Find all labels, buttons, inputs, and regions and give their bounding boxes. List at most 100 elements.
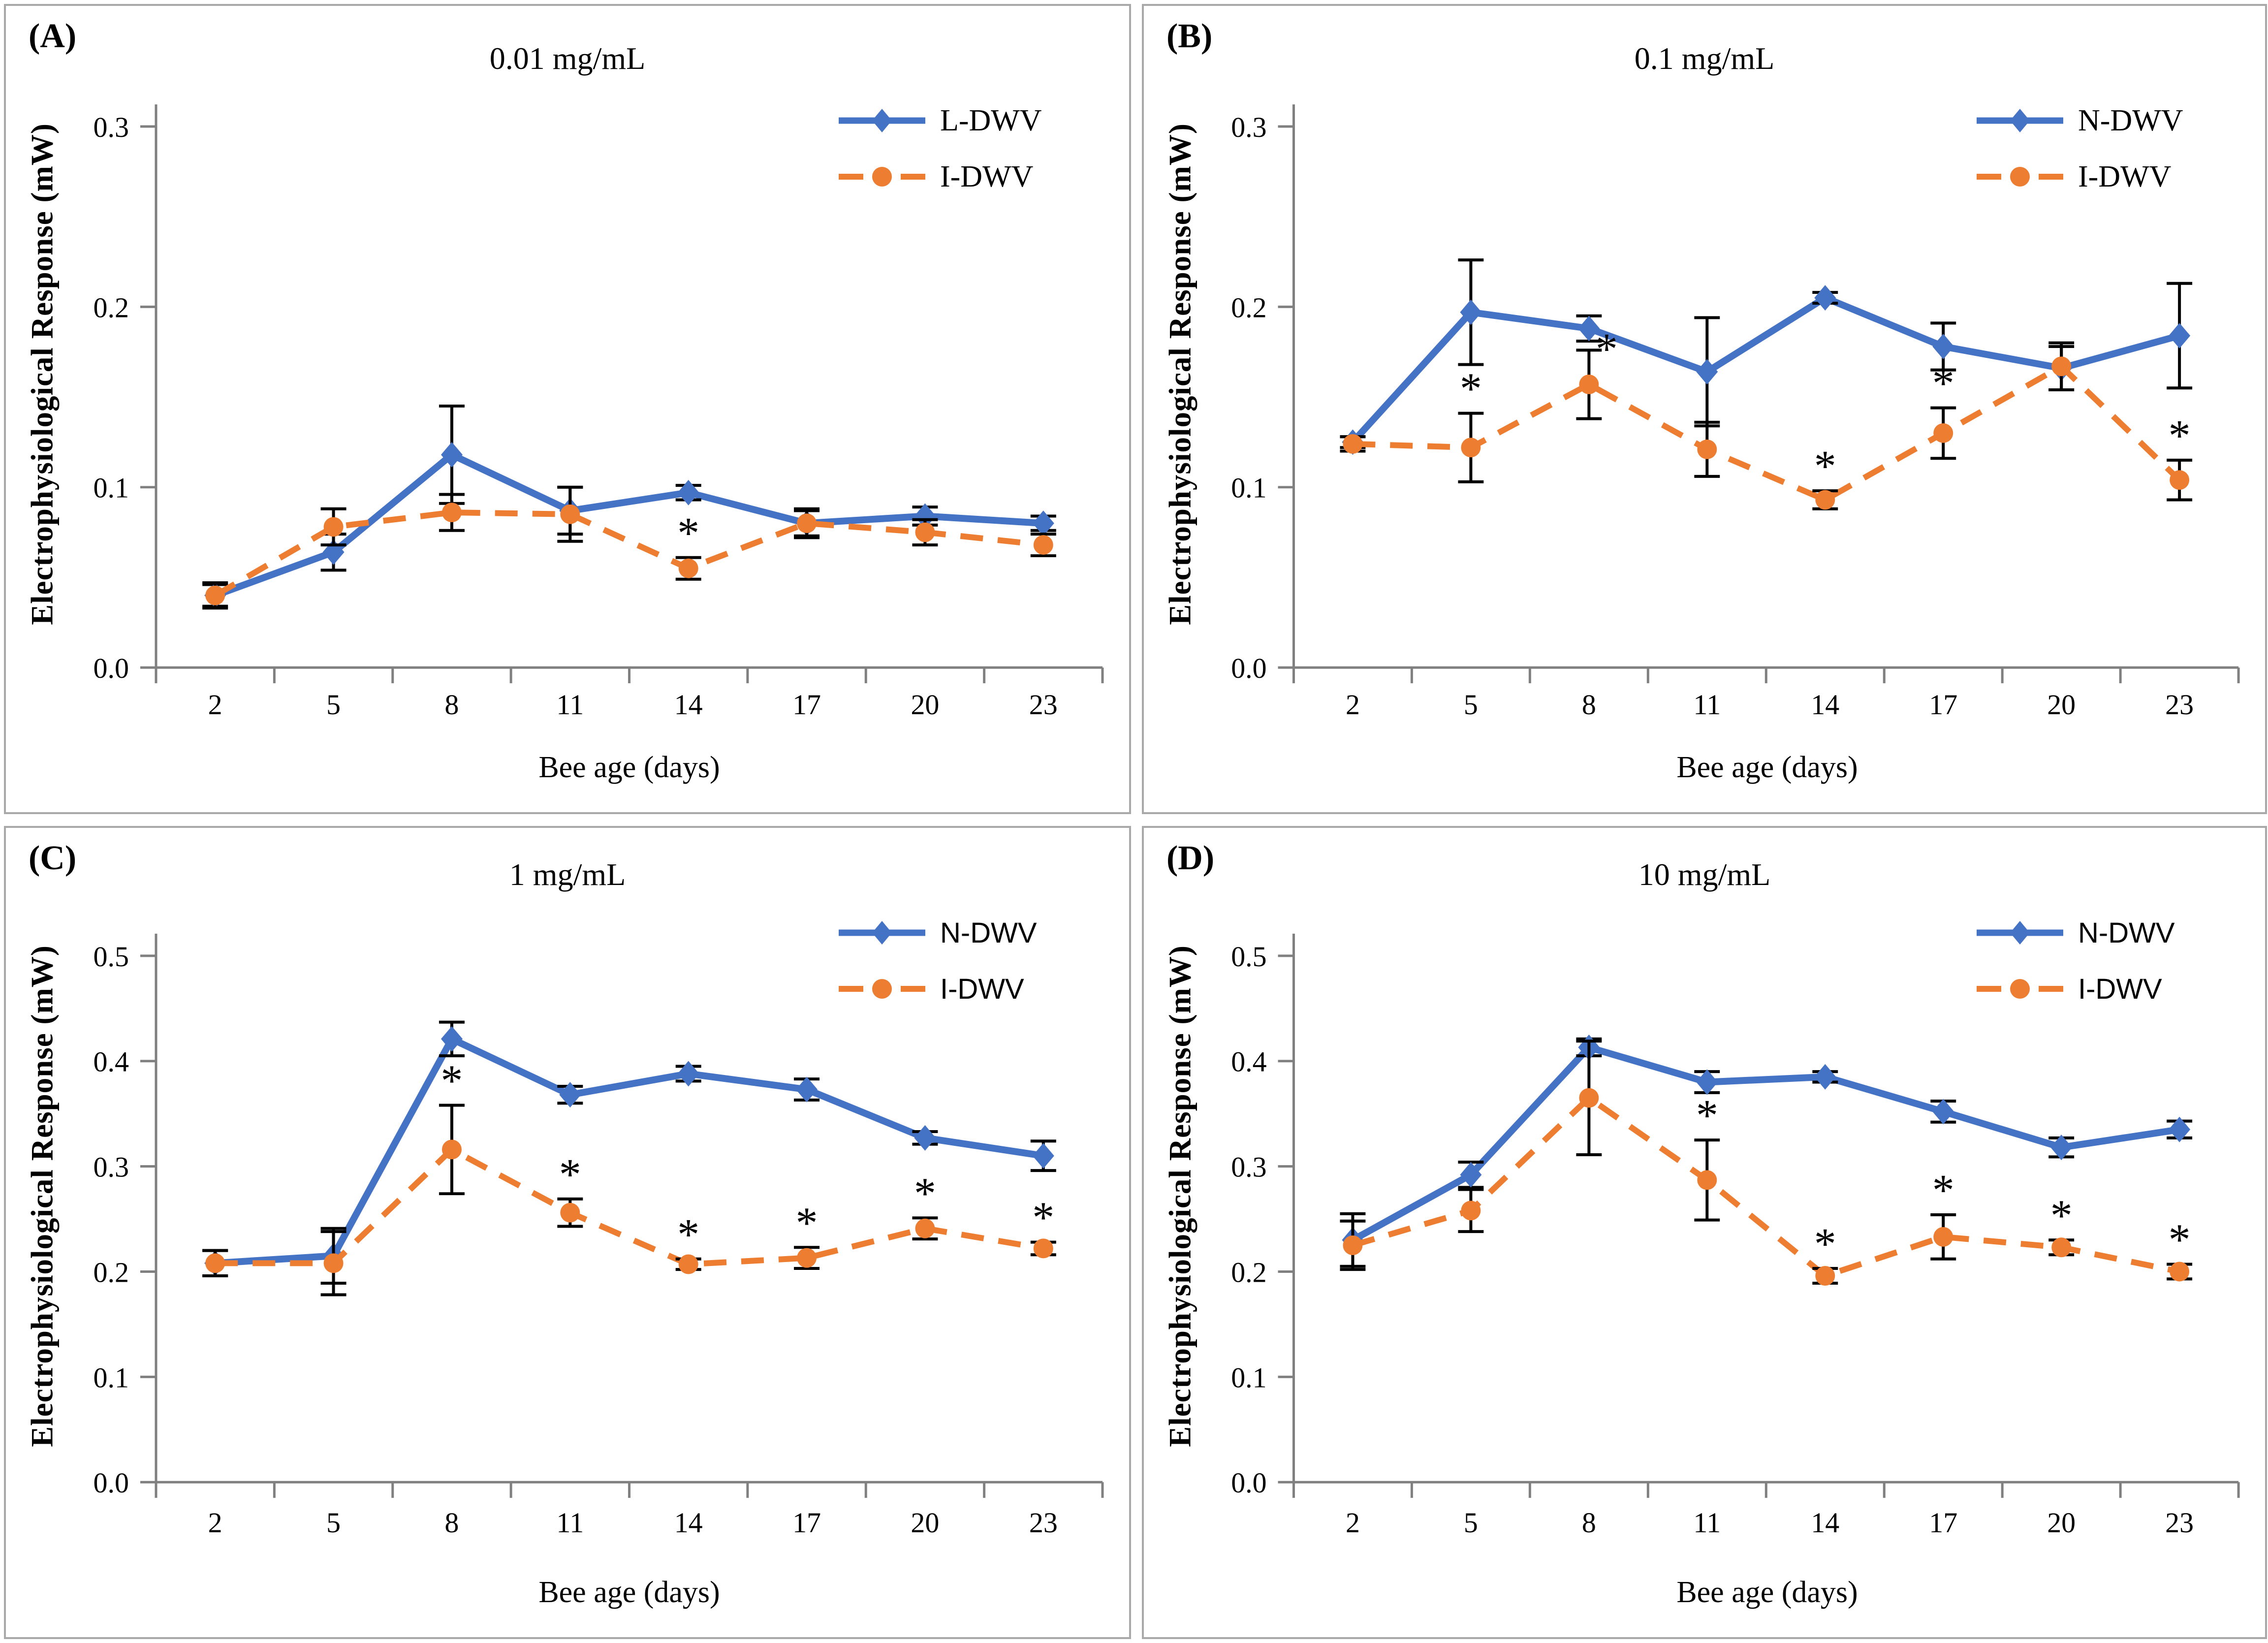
legend-label: N-DWV bbox=[940, 916, 1037, 949]
svg-text:0.0: 0.0 bbox=[94, 1467, 129, 1499]
svg-text:17: 17 bbox=[792, 1507, 821, 1539]
legend-item: I-DWV bbox=[839, 961, 1037, 1017]
svg-text:2: 2 bbox=[208, 1507, 222, 1539]
legend: N-DWV I-DWV bbox=[1977, 93, 2183, 205]
svg-text:5: 5 bbox=[1464, 689, 1478, 721]
svg-text:23: 23 bbox=[2165, 1507, 2194, 1539]
panel-A: (A) 0.01 mg/mL Electrophysiological Resp… bbox=[4, 4, 1131, 814]
svg-text:0.2: 0.2 bbox=[94, 1256, 129, 1288]
svg-text:5: 5 bbox=[326, 689, 341, 721]
plot-area: 0.0 0.1 0.2 0.3 0.4 0.5 2 5 8 11 14 17 20 23 * * * * * bbox=[1231, 933, 2240, 1539]
svg-text:0.3: 0.3 bbox=[1231, 111, 1266, 143]
svg-text:*: * bbox=[1814, 442, 1836, 491]
svg-text:23: 23 bbox=[1029, 1507, 1058, 1539]
svg-text:0.5: 0.5 bbox=[94, 941, 129, 973]
svg-text:0.4: 0.4 bbox=[94, 1046, 129, 1078]
svg-text:0.3: 0.3 bbox=[94, 1151, 129, 1183]
legend-solid-line-icon bbox=[1977, 109, 2063, 132]
legend-item: I-DWV bbox=[1977, 149, 2183, 205]
svg-text:*: * bbox=[1032, 1194, 1054, 1242]
legend-label: I-DWV bbox=[2078, 973, 2162, 1005]
x-axis-label: Bee age (days) bbox=[538, 751, 720, 784]
svg-text:5: 5 bbox=[1464, 1507, 1478, 1539]
svg-text:*: * bbox=[2050, 1191, 2073, 1240]
svg-text:20: 20 bbox=[2047, 689, 2076, 721]
svg-text:11: 11 bbox=[1693, 689, 1721, 721]
svg-text:11: 11 bbox=[556, 689, 584, 721]
legend-label: I-DWV bbox=[940, 159, 1034, 193]
svg-text:*: * bbox=[1932, 1166, 1954, 1215]
svg-text:*: * bbox=[559, 1150, 581, 1199]
svg-text:0.3: 0.3 bbox=[94, 111, 129, 143]
x-axis-label: Bee age (days) bbox=[1676, 1576, 1858, 1609]
plot-area: 0.0 0.1 0.2 0.3 0.4 0.5 2 5 8 11 14 17 20 23 * * * * * * bbox=[94, 933, 1104, 1539]
chart-title: 0.1 mg/mL bbox=[1634, 41, 1775, 76]
plot-area: 0.0 0.1 0.2 0.3 2 5 8 11 14 17 20 23 * * * * * bbox=[1231, 104, 2240, 721]
svg-text:8: 8 bbox=[1582, 1507, 1596, 1539]
panel-B: (B) 0.1 mg/mL Electrophysiological Respo… bbox=[1142, 4, 2267, 814]
svg-text:8: 8 bbox=[444, 1507, 459, 1539]
svg-text:11: 11 bbox=[556, 1507, 584, 1539]
legend-dashed-line-icon bbox=[839, 979, 925, 999]
svg-text:0.3: 0.3 bbox=[1231, 1151, 1266, 1183]
legend: N-DWV I-DWV bbox=[839, 905, 1037, 1017]
svg-text:20: 20 bbox=[911, 689, 939, 721]
legend-item: N-DWV bbox=[839, 905, 1037, 961]
svg-text:*: * bbox=[677, 1210, 699, 1259]
svg-text:0.1: 0.1 bbox=[1231, 472, 1266, 504]
svg-text:2: 2 bbox=[1346, 689, 1360, 721]
svg-text:2: 2 bbox=[208, 689, 222, 721]
svg-text:0.0: 0.0 bbox=[1231, 652, 1266, 684]
svg-text:*: * bbox=[1932, 359, 1954, 408]
svg-text:23: 23 bbox=[1029, 689, 1058, 721]
legend-label: N-DWV bbox=[2078, 916, 2175, 949]
plot-area: 0.0 0.1 0.2 0.3 2 5 8 11 14 17 20 23 * bbox=[94, 104, 1104, 721]
panel-C: (C) 1 mg/mL Electrophysiological Respons… bbox=[4, 826, 1131, 1639]
svg-text:0.1: 0.1 bbox=[94, 472, 129, 504]
legend-label: I-DWV bbox=[2078, 159, 2172, 193]
svg-text:5: 5 bbox=[326, 1507, 341, 1539]
legend-item: I-DWV bbox=[1977, 961, 2175, 1017]
svg-text:0.5: 0.5 bbox=[1231, 941, 1266, 973]
svg-text:14: 14 bbox=[674, 1507, 703, 1539]
svg-text:0.0: 0.0 bbox=[1231, 1467, 1266, 1499]
panel-label: (A) bbox=[29, 17, 77, 55]
legend: L-DWV I-DWV bbox=[839, 93, 1042, 205]
svg-text:11: 11 bbox=[1693, 1507, 1721, 1539]
svg-text:8: 8 bbox=[444, 689, 459, 721]
legend-label: N-DWV bbox=[2078, 103, 2183, 137]
svg-text:20: 20 bbox=[911, 1507, 939, 1539]
svg-text:17: 17 bbox=[1929, 1507, 1957, 1539]
chart-title: 0.01 mg/mL bbox=[489, 41, 646, 76]
legend-label: L-DWV bbox=[940, 103, 1042, 137]
svg-text:8: 8 bbox=[1582, 689, 1596, 721]
svg-text:0.1: 0.1 bbox=[1231, 1361, 1266, 1393]
svg-text:*: * bbox=[2169, 411, 2191, 460]
legend-dashed-line-icon bbox=[839, 167, 925, 187]
legend-solid-line-icon bbox=[839, 921, 925, 945]
legend-item: N-DWV bbox=[1977, 905, 2175, 961]
svg-text:14: 14 bbox=[1811, 1507, 1839, 1539]
panel-label: (D) bbox=[1166, 839, 1215, 877]
legend-dashed-line-icon bbox=[1977, 167, 2063, 187]
panel-D: (D) 10 mg/mL Electrophysiological Respon… bbox=[1142, 826, 2267, 1639]
svg-text:0.4: 0.4 bbox=[1231, 1046, 1266, 1078]
svg-text:14: 14 bbox=[674, 689, 703, 721]
svg-text:*: * bbox=[1696, 1091, 1718, 1140]
legend-label: I-DWV bbox=[940, 973, 1024, 1005]
legend-item: L-DWV bbox=[839, 93, 1042, 149]
svg-text:14: 14 bbox=[1811, 689, 1839, 721]
legend-solid-line-icon bbox=[1977, 921, 2063, 945]
svg-text:0.2: 0.2 bbox=[1231, 291, 1266, 323]
svg-text:0.2: 0.2 bbox=[1231, 1256, 1266, 1288]
svg-text:*: * bbox=[1596, 325, 1618, 374]
svg-text:*: * bbox=[677, 509, 699, 558]
svg-text:*: * bbox=[2169, 1215, 2191, 1264]
svg-text:0.1: 0.1 bbox=[94, 1361, 129, 1393]
svg-text:*: * bbox=[441, 1057, 463, 1106]
panel-label: (B) bbox=[1166, 17, 1213, 55]
svg-text:2: 2 bbox=[1346, 1507, 1360, 1539]
legend: N-DWV I-DWV bbox=[1977, 905, 2175, 1017]
svg-text:*: * bbox=[1460, 365, 1482, 413]
